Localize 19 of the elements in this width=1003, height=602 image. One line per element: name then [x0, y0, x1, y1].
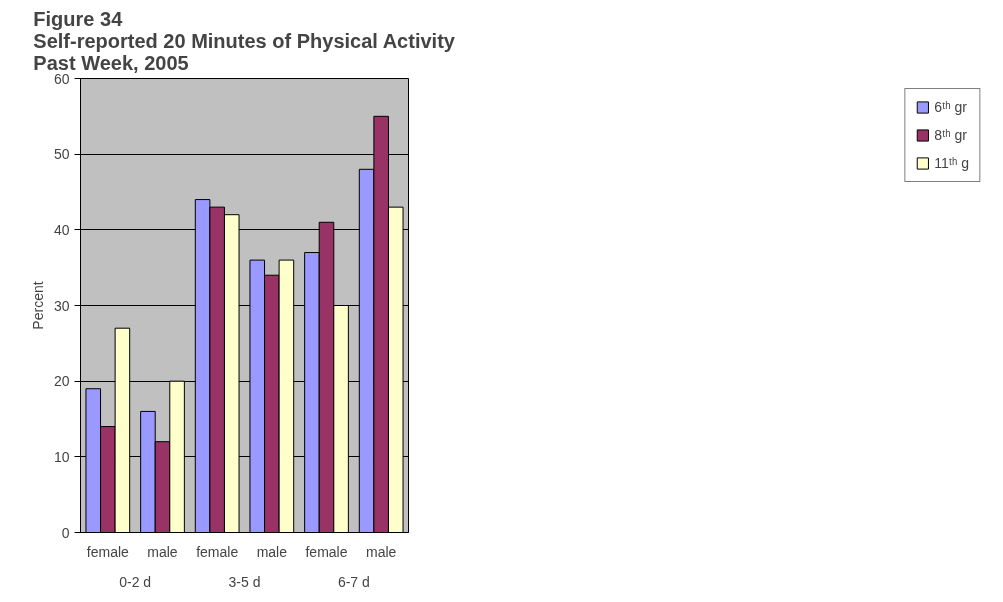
legend-label: 6ᵗʰ gr — [934, 99, 967, 115]
x-tick-label: female — [86, 543, 130, 560]
y-tick-label: 0 — [61, 524, 70, 541]
text: 3-5 d — [228, 573, 261, 590]
y-tick-label: 40 — [53, 221, 70, 238]
legend-label: 8ᵗʰ gr — [934, 127, 967, 143]
x-tick-label: male — [147, 543, 178, 560]
x-tick-label: female — [196, 543, 239, 560]
legend-label: 11ᵗʰ g — [934, 155, 969, 171]
y-tick-label: 20 — [53, 373, 70, 390]
text: 0-2 d — [119, 573, 152, 590]
text: 6-7 d — [337, 573, 370, 590]
x-tick-label: male — [256, 543, 288, 560]
y-tick-label: 30 — [53, 297, 70, 314]
y-axis-title: Percent — [29, 281, 46, 330]
y-tick-label: 10 — [53, 448, 70, 465]
x-tick-label: male — [365, 543, 397, 560]
x-tick-label: female — [305, 543, 348, 560]
y-tick-label: 50 — [53, 146, 70, 163]
